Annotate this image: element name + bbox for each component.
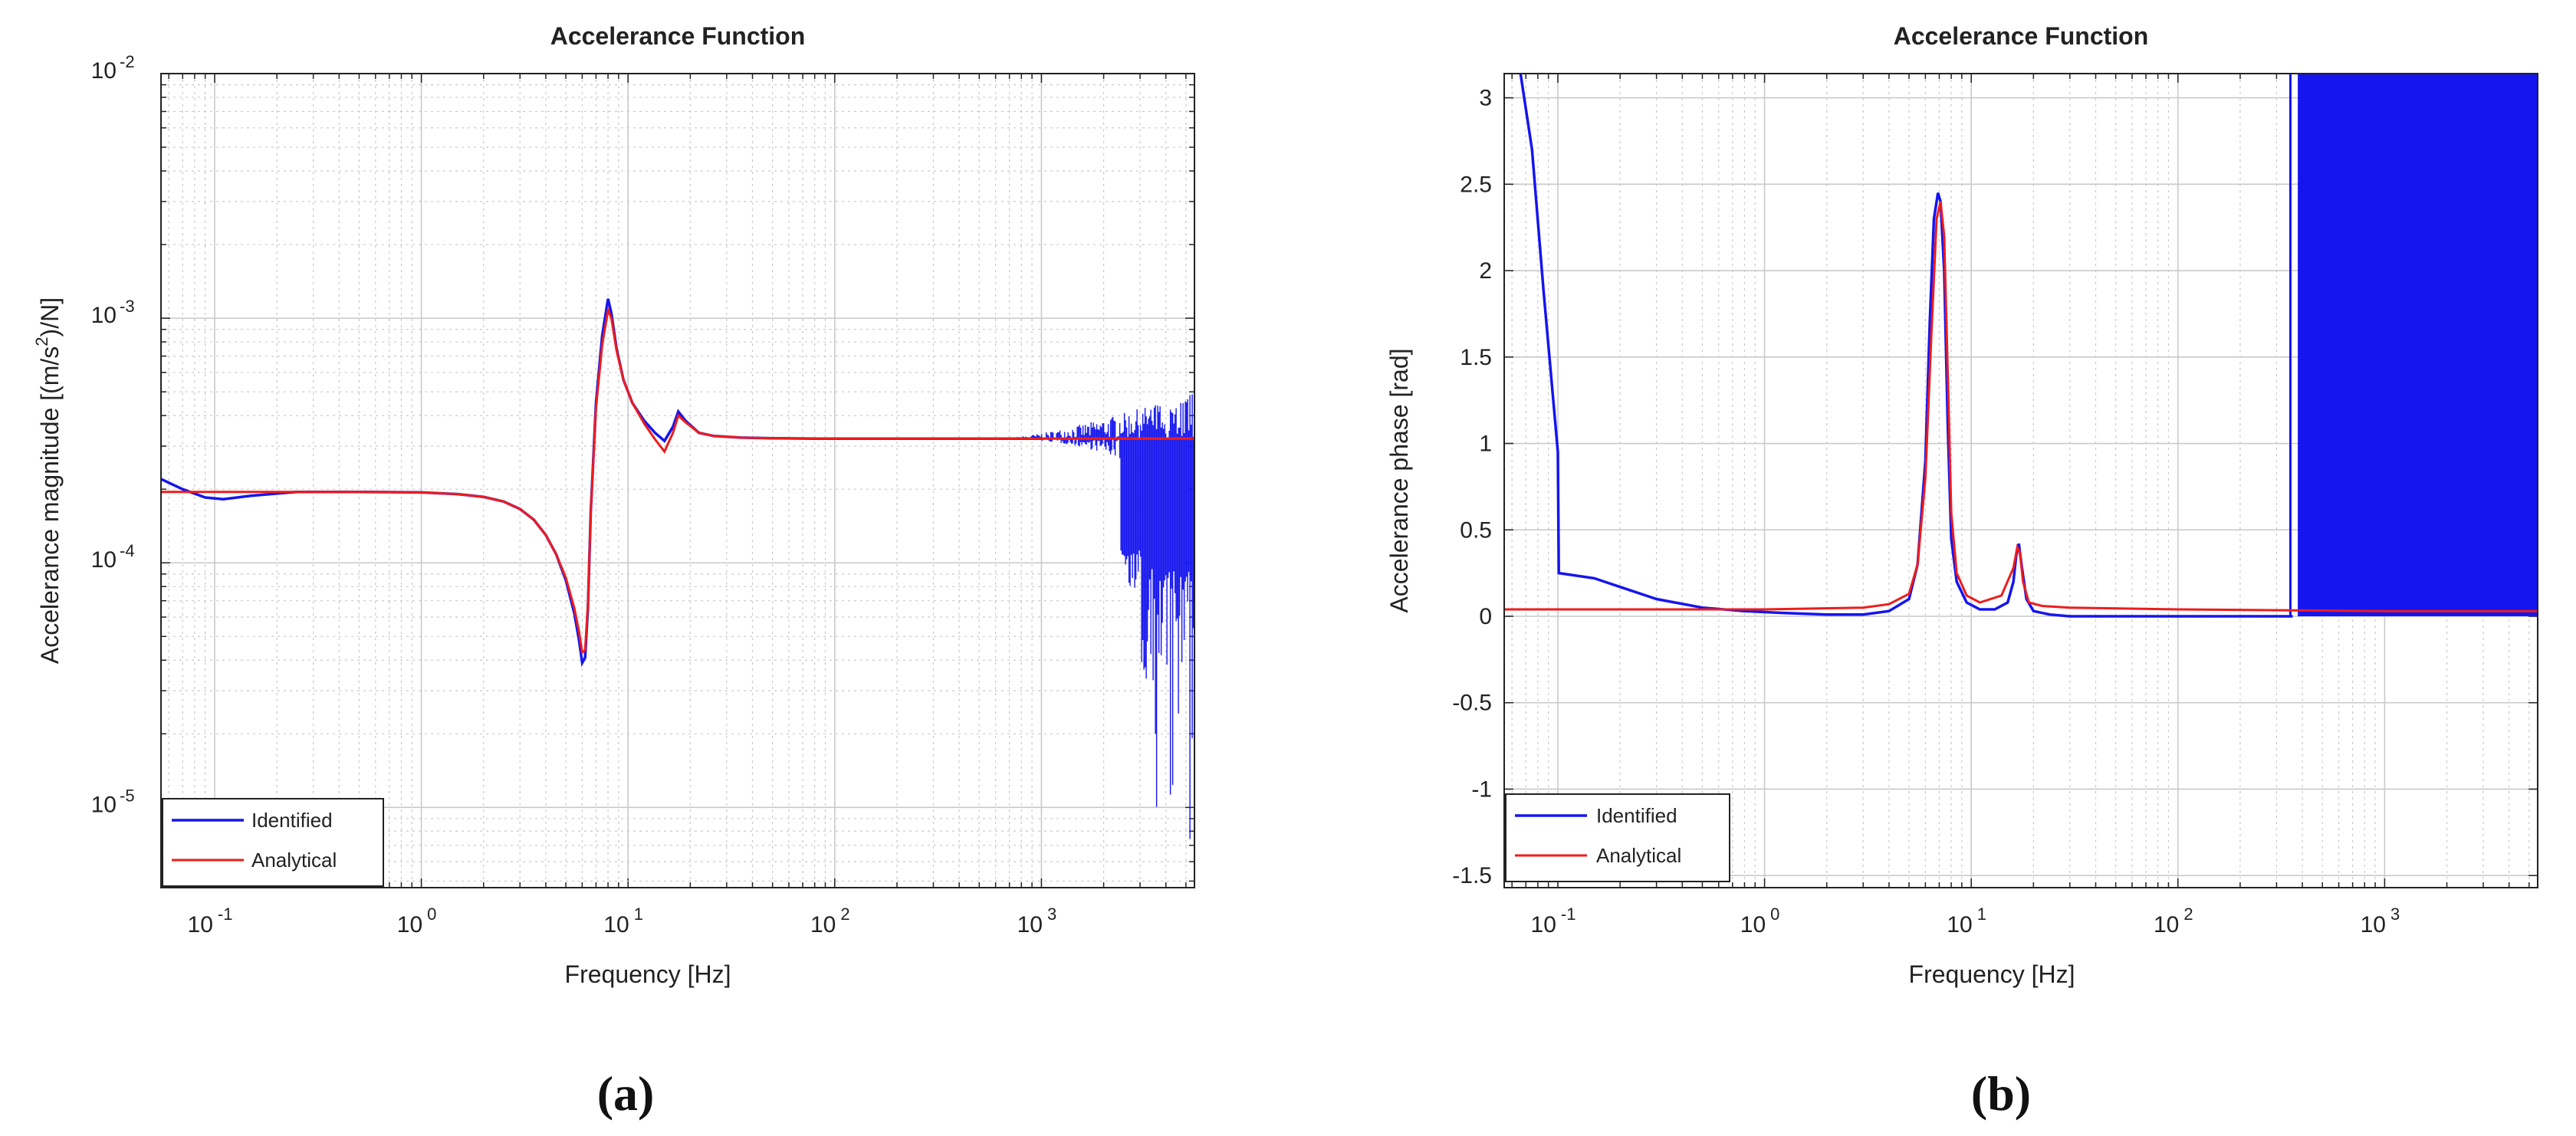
y-tick-label: -1.5 [1452,863,1492,888]
x-tick-label: 10 0 [397,905,437,937]
chart-b-legend: Identified Analytical [1505,793,1730,882]
x-tick-label: 10 -1 [188,905,233,937]
chart-a-series-analytical [161,306,1194,655]
x-tick-label: 10 1 [1947,905,1986,937]
y-tick-label: 10 [91,303,117,328]
x-tick-label: 10 3 [1017,905,1057,937]
y-tick-label: 0 [1479,604,1492,629]
chart-a-y-ticks: 10-510-410-310-2 [91,52,135,817]
x-tick-label-exp: 1 [634,905,643,924]
x-tick-label-base: 10 [810,912,836,937]
y-tick-label: 10 [91,58,117,84]
dense-phase-band [2298,74,2538,616]
chart-b-x-axis-label: Frequency [Hz] [1909,960,2075,988]
y-tick-label: 10 [91,792,117,817]
x-tick-label-exp: 0 [427,905,436,924]
y-tick-label-exp: -3 [120,297,135,316]
y-tick-label: -0.5 [1452,691,1492,716]
x-tick-label-base: 10 [1017,912,1043,937]
chart-b-plot-area [1504,74,2538,618]
chart-b-legend-label-identified: Identified [1596,804,1677,827]
x-tick-label: 10 2 [810,905,850,937]
chart-a-grid [161,73,1194,888]
x-tick-label-base: 10 [2361,912,2386,937]
chart-a-x-ticks: 10 -1 10 0 10 1 10 2 10 3 [188,905,1057,937]
x-tick-label-base: 10 [2154,912,2179,937]
chart-b-x-ticks: 10 -1 10 0 10 1 10 2 10 3 [1531,905,2400,937]
chart-a-legend-label-analytical: Analytical [251,849,337,872]
chart-b-series-analytical [1504,201,2538,612]
y-tick-label: 0.5 [1460,517,1492,543]
x-tick-label-exp: -1 [218,905,233,924]
chart-b: Accelerance Function 10 -1 10 0 10 1 10 2 10 3 -1… [1385,22,2538,988]
panel-label-a: (a) [597,1066,655,1121]
x-tick-label: 10 2 [2154,905,2193,937]
y-tick-label-exp: -5 [120,786,135,805]
x-tick-label-base: 10 [1740,912,1766,937]
y-tick-label-exp: -2 [120,52,135,71]
x-tick-label-exp: 3 [1047,905,1056,924]
chart-a: Accelerance Function 10 -1 10 0 10 1 10 2 10 3 10… [32,22,1195,988]
chart-b-series-identified [1519,74,2293,618]
panel-label-b: (b) [1971,1066,2031,1121]
y-tick-label-exp: -4 [120,541,135,560]
x-tick-label-exp: -1 [1561,905,1576,924]
chart-b-title: Accelerance Function [1894,22,2149,50]
x-tick-label: 10 3 [2361,905,2400,937]
y-tick-label: -1 [1471,776,1492,802]
x-tick-label-exp: 1 [1977,905,1986,924]
chart-a-x-axis-label: Frequency [Hz] [565,960,731,988]
y-tick-label: 10 [91,547,117,573]
y-tick-label: 2 [1479,258,1492,284]
x-tick-label-base: 10 [603,912,629,937]
chart-b-legend-box [1505,793,1730,882]
chart-a-legend: Identified Analytical [162,798,384,887]
chart-a-y-axis-label-end: )/N] [36,297,64,337]
y-tick-label: 1.5 [1460,345,1492,370]
x-tick-label-exp: 2 [840,905,849,924]
x-tick-label-exp: 0 [1770,905,1779,924]
chart-a-y-axis-label-main: Accelerance magnitude [(m/s [36,346,64,664]
y-tick-label: 1 [1479,432,1492,457]
chart-a-y-axis-label-sup: 2 [32,337,51,346]
x-tick-label-base: 10 [188,912,213,937]
chart-a-axes-box [160,73,1195,888]
x-tick-label: 10 -1 [1531,905,1576,937]
x-tick-label-exp: 3 [2390,905,2400,924]
x-tick-label: 10 0 [1740,905,1780,937]
chart-a-legend-label-identified: Identified [251,809,333,832]
x-tick-label-base: 10 [1947,912,1972,937]
chart-b-legend-label-analytical: Analytical [1596,844,1681,867]
chart-b-y-ticks: -1.5 -1 -0.5 0 0.5 1 1.5 2 2.5 3 [1452,86,1492,889]
chart-b-axes-box [1503,73,2538,888]
y-tick-label: 2.5 [1460,172,1492,197]
chart-a-plot-area [161,298,1194,839]
chart-a-y-axis-label: Accelerance magnitude [(m/s2)/N] [32,297,64,664]
chart-a-legend-box [162,798,384,887]
chart-b-y-axis-label: Accelerance phase [rad] [1385,348,1413,612]
x-tick-label-base: 10 [397,912,422,937]
x-tick-label-exp: 2 [2183,905,2193,924]
chart-a-title: Accelerance Function [550,22,806,50]
x-tick-label-base: 10 [1531,912,1556,937]
chart-b-dense-band [2288,74,2538,616]
y-tick-label: 3 [1479,86,1492,111]
x-tick-label: 10 1 [603,905,643,937]
